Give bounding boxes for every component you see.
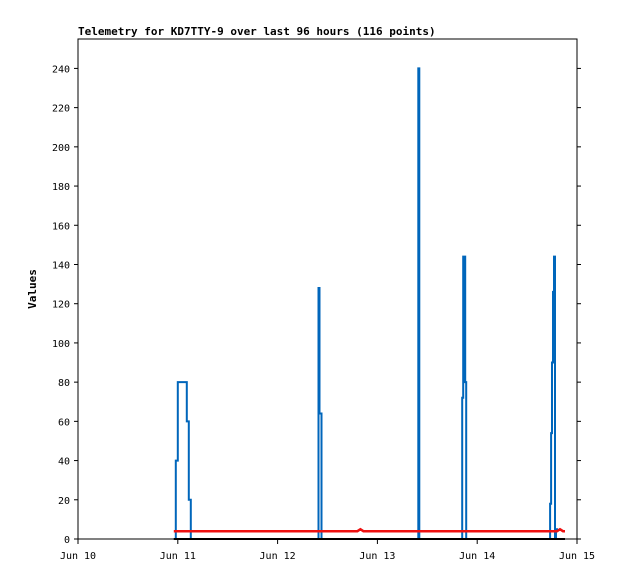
series-line-0 — [173, 67, 558, 540]
x-tick-label: Jun 12 — [260, 551, 296, 562]
x-tick-label: Jun 10 — [60, 551, 96, 562]
plot-area — [77, 38, 578, 540]
y-tick-label: 0 — [64, 535, 70, 546]
y-tick-label: 60 — [58, 417, 70, 428]
series-line-1 — [173, 527, 565, 533]
y-tick-label: 80 — [58, 378, 70, 389]
x-tick-label: Jun 13 — [359, 551, 395, 562]
chart-title: Telemetry for KD7TTY-9 over last 96 hour… — [78, 25, 436, 38]
x-tick-label: Jun 11 — [160, 551, 196, 562]
y-tick-label: 220 — [52, 104, 70, 115]
x-axis-ticks: Jun 10 Jun 11 Jun 12 Jun 13 Jun 14 Jun 15 — [60, 539, 595, 562]
y-tick-label: 100 — [52, 339, 70, 350]
series-group — [173, 67, 565, 540]
x-tick-label: Jun 14 — [459, 551, 495, 562]
y-tick-label: 20 — [58, 496, 70, 507]
y-tick-label: 160 — [52, 221, 70, 232]
y-tick-label: 140 — [52, 260, 70, 271]
y-tick-label: 40 — [58, 457, 70, 468]
y-tick-label: 240 — [52, 64, 70, 75]
y-tick-label: 120 — [52, 300, 70, 311]
y-axis-ticks: 0 20 40 60 80 100 120 140 160 180 200 220 240 — [52, 64, 581, 546]
y-tick-label: 200 — [52, 143, 70, 154]
x-tick-label: Jun 15 — [559, 551, 595, 562]
y-axis-label: Values — [26, 269, 39, 309]
y-tick-label: 180 — [52, 182, 70, 193]
